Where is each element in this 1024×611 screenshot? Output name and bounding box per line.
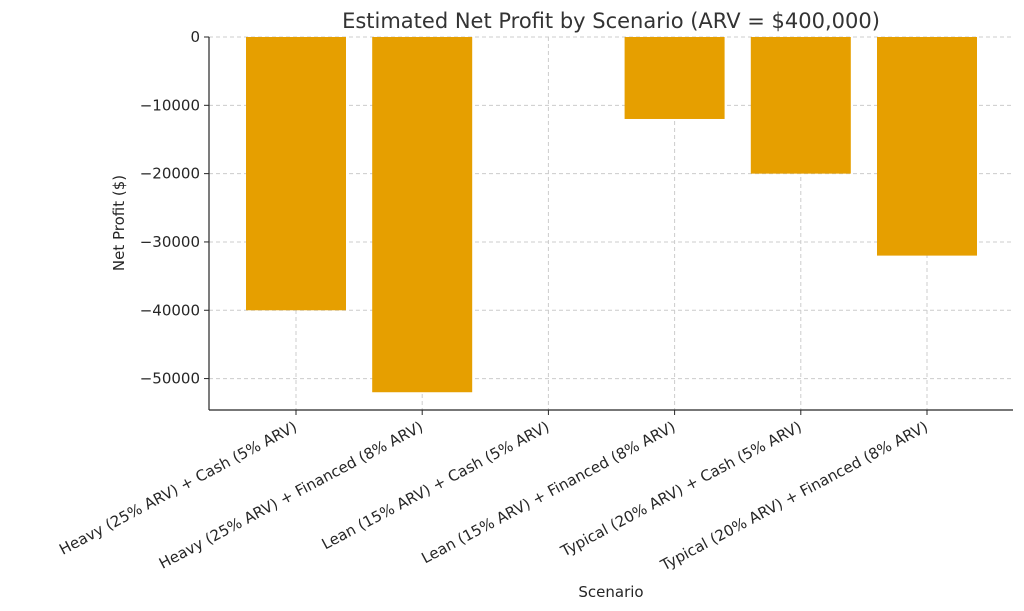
x-tick-label: Heavy (25% ARV) + Cash (5% ARV) xyxy=(56,418,300,559)
y-tick-label: −20000 xyxy=(140,165,200,183)
x-tick-label: Lean (15% ARV) + Financed (8% ARV) xyxy=(418,418,678,568)
x-axis-title: Scenario xyxy=(578,583,643,601)
x-tick-label: Typical (20% ARV) + Cash (5% ARV) xyxy=(557,418,805,561)
y-tick-label: −40000 xyxy=(140,301,200,319)
y-axis-title: Net Profit ($) xyxy=(110,175,128,271)
bar xyxy=(624,37,725,119)
y-tick-label: −30000 xyxy=(140,233,200,251)
bar xyxy=(246,37,346,311)
y-tick-label: 0 xyxy=(190,28,200,46)
bar xyxy=(877,37,977,256)
axes-layer xyxy=(208,37,1013,411)
chart-title: Estimated Net Profit by Scenario (ARV = … xyxy=(342,9,880,33)
x-tick-label: Typical (20% ARV) + Financed (8% ARV) xyxy=(657,418,931,575)
bar xyxy=(750,37,851,174)
y-tick-label: −10000 xyxy=(140,96,200,114)
y-tick-label: −50000 xyxy=(140,370,200,388)
x-tick-label: Lean (15% ARV) + Cash (5% ARV) xyxy=(319,418,553,554)
x-tick-label: Heavy (25% ARV) + Financed (8% ARV) xyxy=(156,418,426,573)
bars-layer xyxy=(246,37,977,393)
bar xyxy=(372,37,473,393)
